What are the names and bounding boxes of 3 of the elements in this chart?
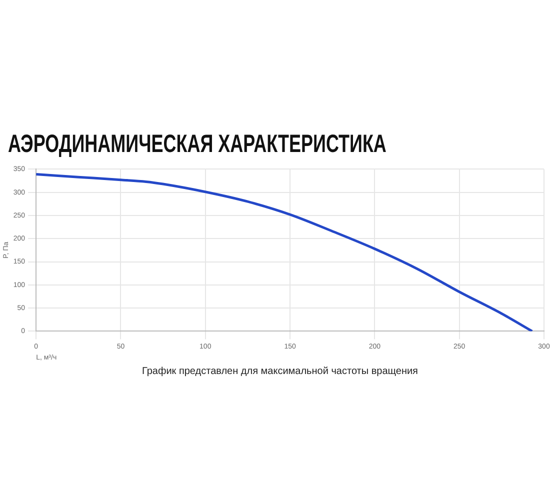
text: График представлен для максимальной частоты вращения <box>141 366 419 377</box>
chart-title: АЭРОДИНАМИЧЕСКАЯ ХАРАКТЕРИСТИКА <box>8 129 388 160</box>
line-series <box>36 173 534 332</box>
